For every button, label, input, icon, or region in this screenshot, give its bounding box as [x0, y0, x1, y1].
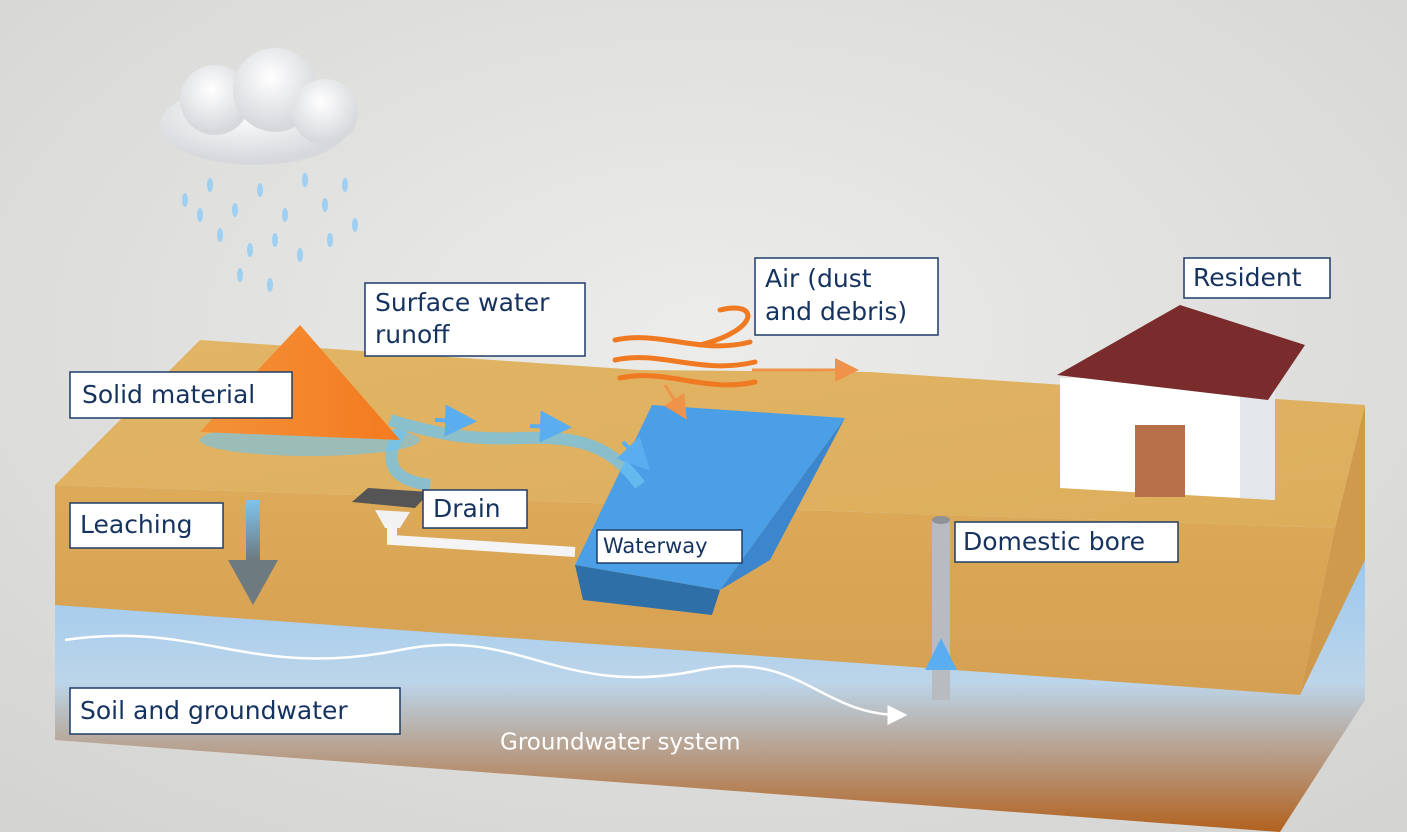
label: Waterway: [603, 534, 708, 558]
label: Drain: [433, 494, 501, 523]
label: Leaching: [80, 510, 192, 539]
label: Air (dust: [765, 264, 872, 293]
diagram: Solid material Surface water runoff Air …: [0, 0, 1407, 832]
label: Solid material: [82, 380, 255, 409]
runoff-arrow: [530, 426, 560, 427]
label: and debris): [765, 297, 907, 326]
label: Surface water: [375, 288, 550, 317]
label: Domestic bore: [963, 527, 1145, 556]
label: Soil and groundwater: [80, 696, 348, 725]
label: Resident: [1193, 263, 1302, 292]
page: {"labels": { "solid_material": "Solid ma…: [0, 0, 1407, 832]
house-door: [1135, 425, 1185, 497]
bore-pipe: [932, 520, 950, 700]
layer-label: Groundwater system: [500, 730, 741, 756]
runoff-arrow: [435, 420, 465, 421]
leaching-shaft: [246, 500, 260, 560]
bore-top: [932, 516, 950, 524]
label: runoff: [375, 320, 450, 349]
